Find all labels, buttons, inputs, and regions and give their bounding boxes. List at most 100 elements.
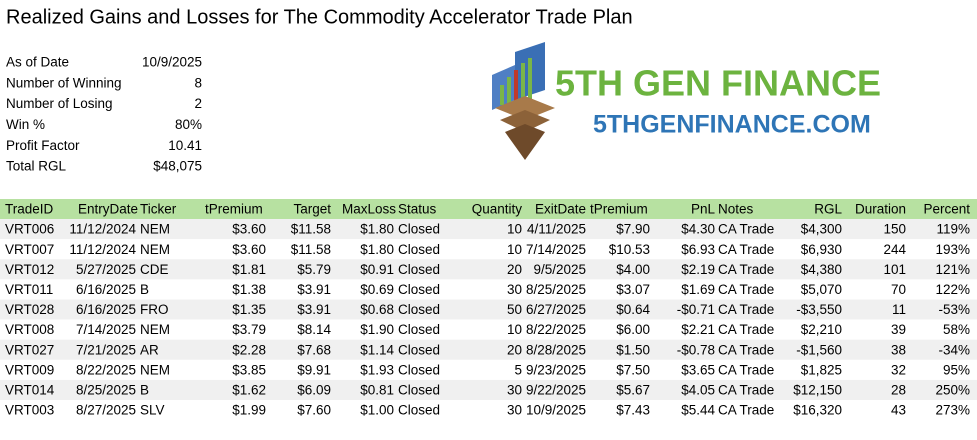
- table-row: [0, 339, 977, 360]
- logo-bar: [528, 58, 532, 105]
- table-cell: Closed: [398, 383, 440, 398]
- logo-url: 5THGENFINANCE.COM: [593, 111, 871, 139]
- table-cell: $10.53: [609, 242, 650, 257]
- table-cell: $1.80: [360, 242, 394, 257]
- column-header: TradeID: [5, 202, 54, 217]
- table-cell: 58%: [943, 322, 970, 337]
- table-cell: 30: [507, 383, 522, 398]
- table-cell: 8/28/2025: [526, 342, 586, 357]
- table-cell: $0.69: [360, 282, 394, 297]
- table-cell: 9/23/2025: [526, 362, 586, 377]
- table-cell: $1.80: [360, 222, 394, 237]
- table-cell: 10: [507, 242, 522, 257]
- table-cell: $7.68: [297, 342, 331, 357]
- table-cell: $4.00: [616, 262, 650, 277]
- table-cell: 10: [507, 222, 522, 237]
- summary-label: As of Date: [6, 55, 69, 70]
- table-cell: $1.35: [232, 302, 266, 317]
- table-cell: CA Trade: [718, 262, 774, 277]
- column-header: ExitDate: [535, 202, 586, 217]
- table-cell: 11/12/2024: [69, 242, 136, 257]
- table-cell: 10: [507, 322, 522, 337]
- table-cell: $3.60: [232, 242, 266, 257]
- table-cell: CA Trade: [718, 242, 774, 257]
- table-cell: $0.81: [360, 383, 394, 398]
- table-cell: 10/9/2025: [526, 403, 586, 418]
- table-cell: 119%: [936, 222, 970, 237]
- table-cell: 5/27/2025: [76, 262, 136, 277]
- table-cell: VRT014: [5, 383, 55, 398]
- table-cell: Closed: [398, 362, 440, 377]
- summary-label: Total RGL: [6, 159, 67, 174]
- table-cell: CA Trade: [718, 342, 774, 357]
- table-cell: $1.93: [360, 362, 394, 377]
- table-cell: 30: [507, 403, 522, 418]
- table-cell: FRO: [140, 302, 169, 317]
- table-cell: 6/16/2025: [76, 282, 136, 297]
- table-cell: $1.81: [232, 262, 266, 277]
- table-cell: 7/21/2025: [76, 342, 136, 357]
- data-table: TradeID EntryDate Ticker tPremium Target MaxL…: [0, 199, 977, 421]
- table-cell: VRT003: [5, 403, 54, 418]
- table-cell: $6.93: [681, 242, 715, 257]
- summary-label: Number of Winning: [6, 75, 122, 90]
- table-cell: Closed: [398, 222, 440, 237]
- table-cell: 193%: [935, 242, 970, 257]
- sheet-title: Realized Gains and Losses for The Commod…: [6, 6, 633, 28]
- table-cell: -$1,560: [796, 342, 842, 357]
- table-cell: 121%: [935, 262, 970, 277]
- table-cell: $2.28: [232, 342, 266, 357]
- table-cell: Closed: [398, 403, 440, 418]
- table-row: [0, 279, 977, 300]
- table-cell: VRT027: [5, 342, 54, 357]
- table-row: [0, 379, 977, 400]
- table-cell: 4/11/2025: [527, 222, 586, 237]
- table-cell: 28: [891, 383, 906, 398]
- table-row: [0, 299, 977, 320]
- column-header: Percent: [923, 202, 970, 217]
- column-header: Notes: [718, 202, 754, 217]
- table-cell: NEM: [140, 362, 170, 377]
- column-header: PnL: [691, 202, 716, 217]
- table-cell: $4,300: [801, 222, 842, 237]
- table-cell: VRT006: [5, 222, 54, 237]
- table-cell: 250%: [935, 383, 970, 398]
- table-cell: 7/14/2025: [526, 242, 586, 257]
- table-cell: $5.79: [297, 262, 331, 277]
- table-cell: $0.68: [360, 302, 394, 317]
- logo-bar: [514, 70, 518, 105]
- table-cell: 8/22/2025: [526, 322, 586, 337]
- summary-value: $48,075: [153, 159, 202, 174]
- table-cell: 20: [507, 262, 522, 277]
- table-cell: AR: [140, 342, 159, 357]
- table-cell: NEM: [140, 222, 170, 237]
- table-cell: $6.00: [616, 322, 650, 337]
- column-header: EntryDate: [78, 202, 138, 217]
- table-cell: 244: [883, 242, 906, 257]
- table-cell: 9/22/2025: [526, 383, 586, 398]
- logo-shape: [500, 110, 550, 132]
- column-header: Ticker: [140, 202, 177, 217]
- table-cell: Closed: [398, 262, 440, 277]
- table-cell: CA Trade: [718, 362, 774, 377]
- column-header: Quantity: [472, 202, 523, 217]
- column-header: Status: [398, 202, 437, 217]
- table-cell: $1.50: [616, 342, 650, 357]
- table-cell: SLV: [140, 403, 165, 418]
- table-cell: 11: [892, 302, 906, 317]
- summary-label: Profit Factor: [6, 138, 80, 153]
- table-cell: $1.69: [681, 282, 715, 297]
- table-cell: $2.21: [681, 322, 715, 337]
- table-cell: 30: [507, 282, 522, 297]
- summary-value: 10/9/2025: [142, 55, 202, 70]
- table-cell: CA Trade: [718, 403, 774, 418]
- logo-shape: [495, 96, 555, 120]
- table-cell: 6/16/2025: [76, 302, 136, 317]
- table-cell: $3.91: [297, 282, 331, 297]
- table-cell: $3.07: [616, 282, 650, 297]
- column-header: tPremium: [205, 202, 263, 217]
- table-row: [0, 359, 977, 380]
- table-cell: $1.90: [360, 322, 394, 337]
